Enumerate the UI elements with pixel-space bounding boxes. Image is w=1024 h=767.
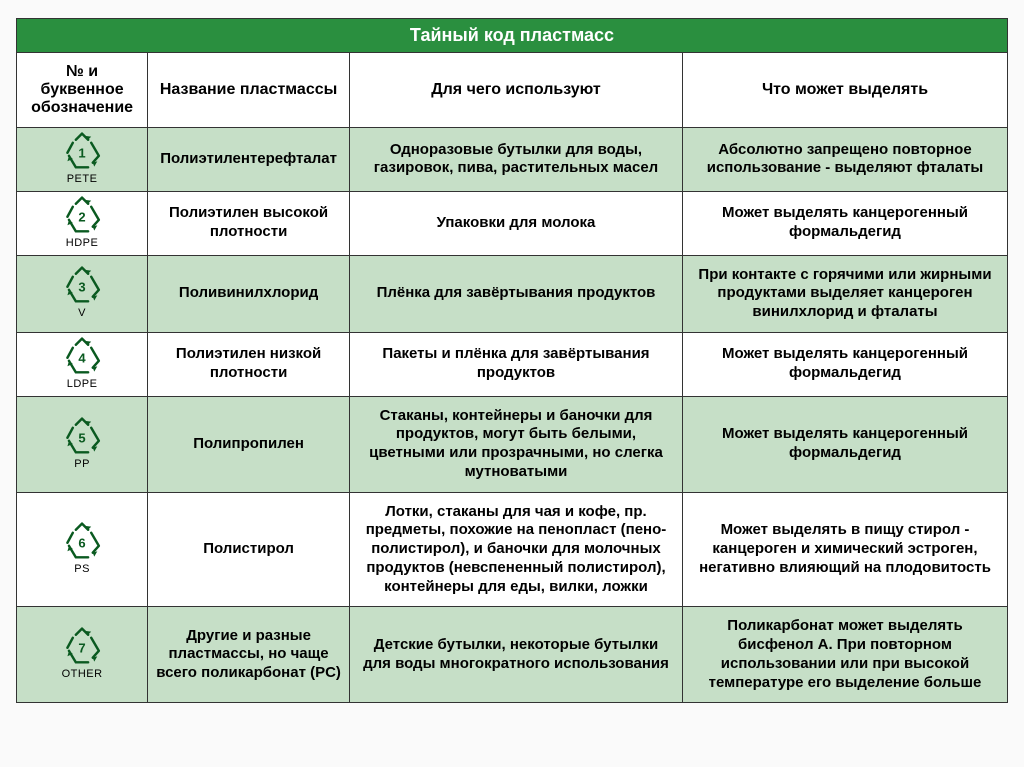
svg-text:2: 2 <box>78 209 85 224</box>
recycle-icon: 5 <box>59 417 105 457</box>
table-row: 3 V ПоливинилхлоридПлёнка для завёртыван… <box>17 255 1008 332</box>
svg-text:4: 4 <box>78 350 86 365</box>
title-row: Тайный код пластмасс <box>17 19 1008 53</box>
table-row: 4 LDPE Полиэтилен низкой плотностиПакеты… <box>17 332 1008 396</box>
code-label: LDPE <box>67 378 98 392</box>
use-cell: Стаканы, контейнеры и баночки для продук… <box>349 396 682 492</box>
code-cell: 3 V <box>17 255 148 332</box>
use-cell: Плёнка для завёртывания продуктов <box>349 255 682 332</box>
emit-cell: Может выделять канцерогенный формальдеги… <box>682 332 1007 396</box>
recycle-icon: 7 <box>59 627 105 667</box>
svg-text:6: 6 <box>78 535 85 550</box>
table-row: 2 HDPE Полиэтилен высокой плотностиУпако… <box>17 191 1008 255</box>
code-cell: 6 PS <box>17 492 148 607</box>
use-cell: Лотки, стаканы для чая и кофе, пр. предм… <box>349 492 682 607</box>
name-cell: Полиэтилентерефталат <box>148 128 350 192</box>
svg-text:7: 7 <box>78 641 85 656</box>
col-header-code: № и буквенное обозначение <box>17 53 148 128</box>
name-cell: Полиэтилен высокой плотности <box>148 191 350 255</box>
code-cell: 2 HDPE <box>17 191 148 255</box>
emit-cell: Поликарбонат может выделять бисфенол А. … <box>682 607 1007 703</box>
recycle-icon: 4 <box>59 337 105 377</box>
code-cell: 4 LDPE <box>17 332 148 396</box>
code-cell: 1 PETE <box>17 128 148 192</box>
emit-cell: Абсолютно запрещено повторное использова… <box>682 128 1007 192</box>
svg-text:3: 3 <box>78 280 85 295</box>
table-row: 7 OTHER Другие и разные пластмассы, но ч… <box>17 607 1008 703</box>
code-label: OTHER <box>62 668 103 682</box>
use-cell: Детские бутылки, некоторые бутылки для в… <box>349 607 682 703</box>
use-cell: Одноразовые бутылки для воды, газировок,… <box>349 128 682 192</box>
recycle-icon: 6 <box>59 522 105 562</box>
code-label: PP <box>74 458 90 472</box>
code-label: HDPE <box>66 237 99 251</box>
col-header-use: Для чего используют <box>349 53 682 128</box>
emit-cell: Может выделять в пищу стирол - канцероге… <box>682 492 1007 607</box>
svg-text:5: 5 <box>78 430 85 445</box>
col-header-emit: Что может выделять <box>682 53 1007 128</box>
name-cell: Полистирол <box>148 492 350 607</box>
code-cell: 5 PP <box>17 396 148 492</box>
plastics-table: Тайный код пластмасс № и буквенное обозн… <box>16 18 1008 703</box>
header-row: № и буквенное обозначение Название пласт… <box>17 53 1008 128</box>
name-cell: Полипропилен <box>148 396 350 492</box>
emit-cell: Может выделять канцерогенный формальдеги… <box>682 396 1007 492</box>
code-cell: 7 OTHER <box>17 607 148 703</box>
table-title: Тайный код пластмасс <box>17 19 1008 53</box>
table-row: 6 PS ПолистиролЛотки, стаканы для чая и … <box>17 492 1008 607</box>
recycle-icon: 2 <box>59 196 105 236</box>
svg-text:1: 1 <box>78 145 85 160</box>
table-body: Тайный код пластмасс № и буквенное обозн… <box>17 19 1008 703</box>
table-row: 1 PETE ПолиэтилентерефталатОдноразовые б… <box>17 128 1008 192</box>
use-cell: Пакеты и плёнка для завёртывания продукт… <box>349 332 682 396</box>
emit-cell: При контакте с горячими или жирными прод… <box>682 255 1007 332</box>
col-header-name: Название пластмассы <box>148 53 350 128</box>
recycle-icon: 3 <box>59 266 105 306</box>
name-cell: Полиэтилен низкой плотности <box>148 332 350 396</box>
code-label: PS <box>74 563 90 577</box>
code-label: V <box>78 307 86 321</box>
use-cell: Упаковки для молока <box>349 191 682 255</box>
name-cell: Другие и разные пластмассы, но чаще всег… <box>148 607 350 703</box>
emit-cell: Может выделять канцерогенный формальдеги… <box>682 191 1007 255</box>
name-cell: Поливинилхлорид <box>148 255 350 332</box>
recycle-icon: 1 <box>59 132 105 172</box>
table-row: 5 PP ПолипропиленСтаканы, контейнеры и б… <box>17 396 1008 492</box>
code-label: PETE <box>67 173 98 187</box>
